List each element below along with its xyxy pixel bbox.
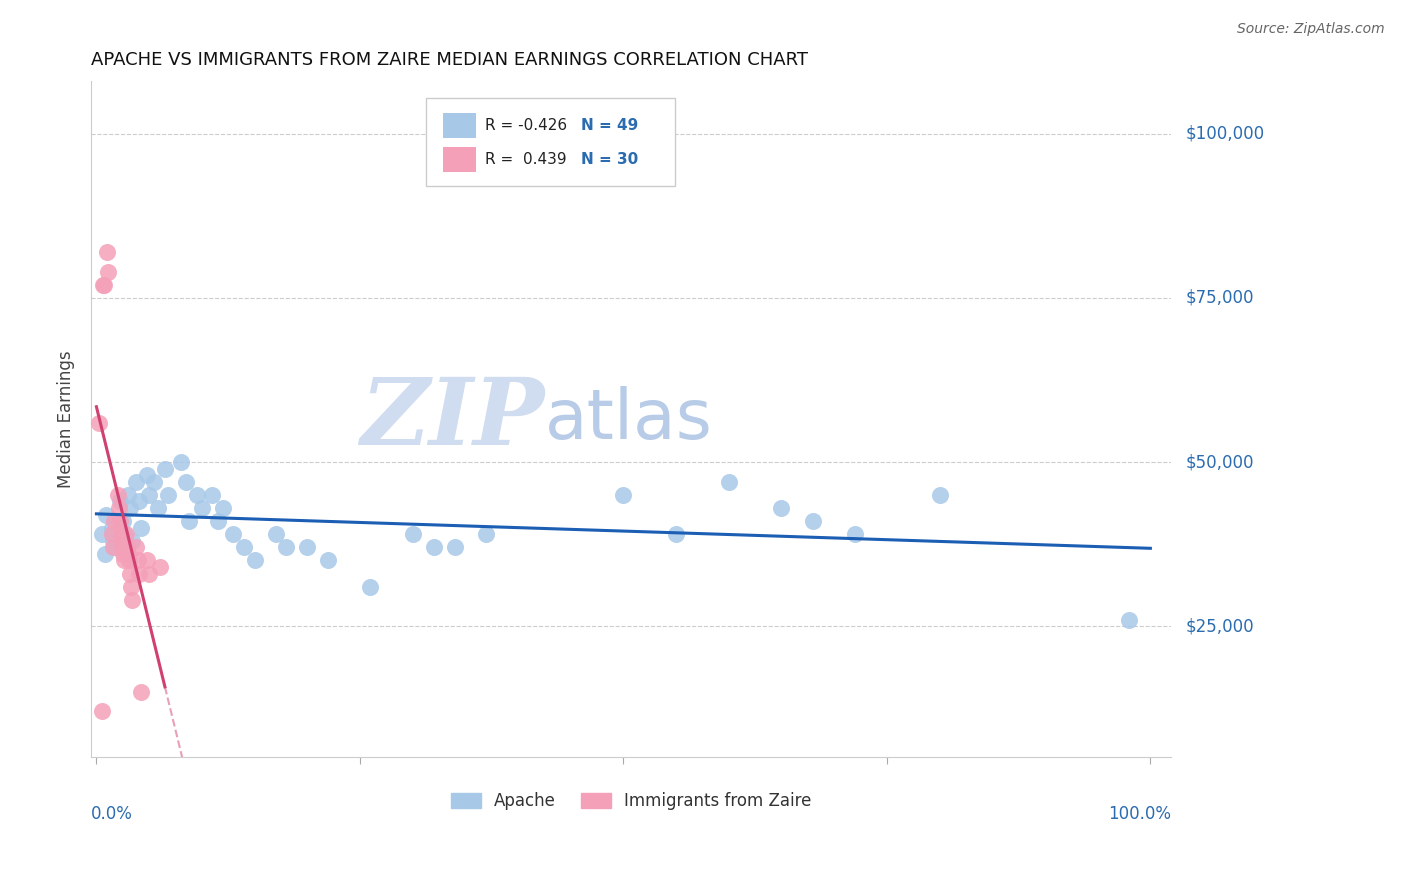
Point [120,580,142,594]
Point [191,500,214,515]
Point [153,461,176,475]
Point [212,500,235,515]
Text: $50,000: $50,000 [1185,453,1254,471]
Text: atlas: atlas [546,386,713,453]
Point [121,593,143,607]
Point [717,475,740,489]
Point [222,527,245,541]
Point [127,553,149,567]
Point [146,500,169,515]
Point [201,488,224,502]
Point [117,547,139,561]
Point [179,514,201,528]
Point [120,500,142,515]
Point [94,508,117,522]
Y-axis label: Median Earnings: Median Earnings [58,351,75,488]
Text: Source: ZipAtlas.com: Source: ZipAtlas.com [1237,22,1385,37]
Point [401,527,423,541]
Text: 100.0%: 100.0% [1108,805,1171,822]
Point [107,488,129,502]
Point [297,541,319,555]
Point [129,685,152,699]
Point [186,488,208,502]
Point [264,527,287,541]
Point [128,494,150,508]
Point [928,488,950,502]
Point [665,527,688,541]
Point [115,527,138,541]
Text: R =  0.439: R = 0.439 [485,152,567,167]
Point [149,560,172,574]
Point [115,541,138,555]
Point [90,705,112,719]
Point [612,488,634,502]
Text: ZIP: ZIP [360,375,546,465]
Point [101,527,124,541]
Point [111,514,134,528]
Point [129,521,152,535]
Point [138,488,160,502]
FancyBboxPatch shape [443,113,475,138]
Point [117,488,139,502]
Point [110,527,132,541]
Point [136,553,159,567]
Text: $100,000: $100,000 [1185,125,1264,143]
Point [174,475,197,489]
Point [104,541,127,555]
Point [103,533,125,548]
Point [844,527,866,541]
Point [128,566,150,581]
Point [207,514,229,528]
Text: R = -0.426: R = -0.426 [485,119,568,134]
Point [118,553,141,567]
Point [157,488,180,502]
Point [107,500,129,515]
Text: $75,000: $75,000 [1185,289,1254,307]
Point [91,277,114,292]
Point [87,416,110,430]
Point [422,541,444,555]
Point [233,541,256,555]
Point [136,468,159,483]
FancyBboxPatch shape [443,146,475,171]
Point [103,514,125,528]
Point [120,566,142,581]
Point [1118,613,1140,627]
Point [90,527,112,541]
Point [111,547,134,561]
Point [243,553,266,567]
Point [170,455,193,469]
Text: N = 49: N = 49 [581,119,638,134]
Point [96,245,118,260]
Point [108,514,131,528]
Point [121,533,143,548]
Text: APACHE VS IMMIGRANTS FROM ZAIRE MEDIAN EARNINGS CORRELATION CHART: APACHE VS IMMIGRANTS FROM ZAIRE MEDIAN E… [91,51,808,69]
Point [443,541,465,555]
Point [359,580,381,594]
Point [97,265,120,279]
Text: 0.0%: 0.0% [91,805,134,822]
Text: $25,000: $25,000 [1185,617,1254,635]
Point [108,494,131,508]
Point [143,475,166,489]
Legend: Apache, Immigrants from Zaire: Apache, Immigrants from Zaire [451,792,811,810]
Point [770,500,793,515]
Point [94,547,117,561]
Point [475,527,498,541]
Point [125,475,148,489]
Point [101,521,124,535]
Point [801,514,824,528]
Point [93,277,115,292]
Text: N = 30: N = 30 [581,152,638,167]
Point [276,541,298,555]
Point [112,527,135,541]
Point [316,553,339,567]
Point [103,541,125,555]
Point [111,541,134,555]
Point [112,553,135,567]
Point [138,566,160,581]
Point [125,541,148,555]
FancyBboxPatch shape [426,98,675,186]
